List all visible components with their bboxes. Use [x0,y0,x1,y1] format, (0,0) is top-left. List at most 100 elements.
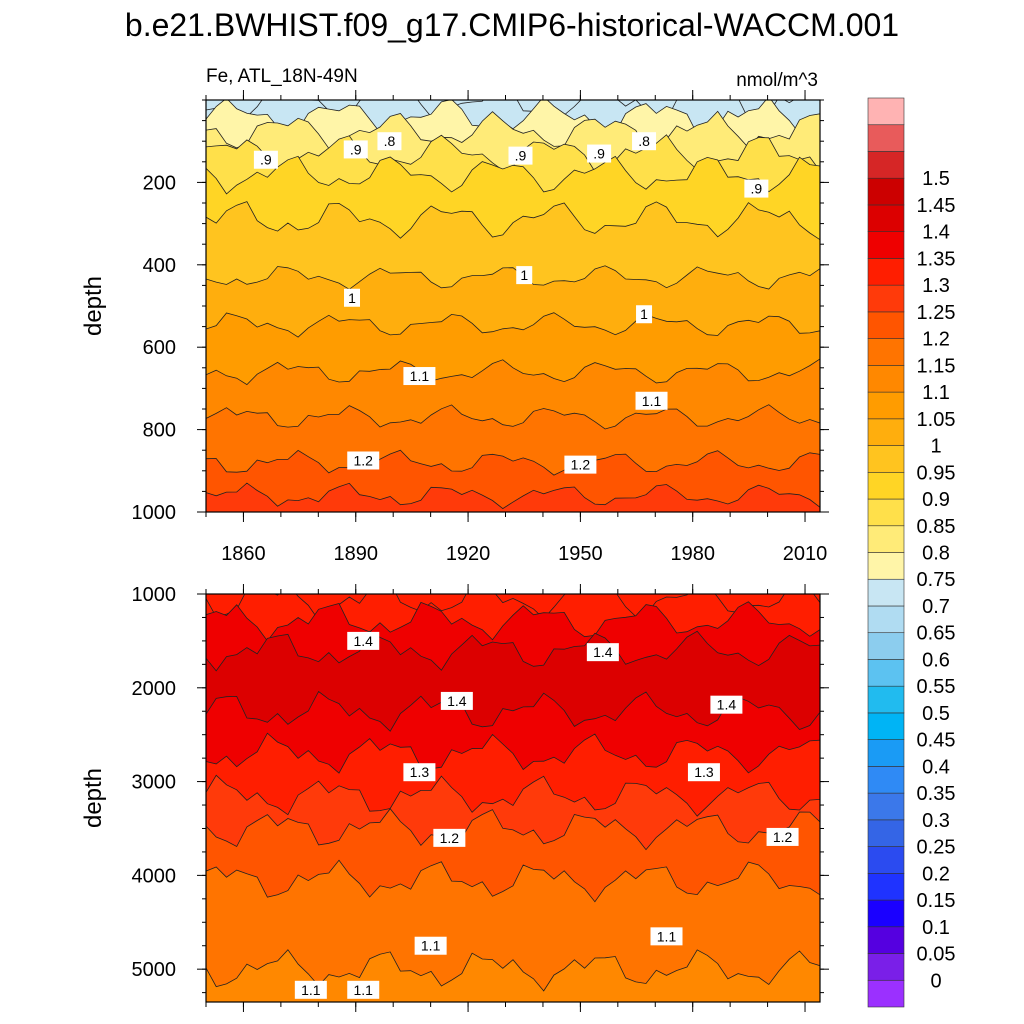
contour-label: 1.2 [433,828,466,847]
svg-text:1.4: 1.4 [354,633,374,649]
colorbar-swatch [867,365,905,393]
y-tick-label: 1000 [132,584,177,606]
svg-text:1.1: 1.1 [421,938,441,954]
svg-text:1.4: 1.4 [593,644,613,660]
colorbar-swatch [867,231,905,259]
colorbar-swatch [867,471,905,500]
colorbar-tick-label: 1.3 [922,275,950,297]
contour-line [206,690,820,732]
colorbar-tick-label: 0.05 [917,944,956,966]
x-tick-label: 1890 [334,543,379,565]
contour-label: .8 [377,132,402,151]
contour-line [206,201,820,241]
contour-label: 1.2 [347,451,380,470]
colorbar-tick-label: 1.4 [922,222,950,244]
svg-text:1.1: 1.1 [410,368,430,384]
colorbar-tick-label: 0.25 [917,837,956,859]
svg-text:1.1: 1.1 [301,982,321,998]
svg-text:1.1: 1.1 [657,928,677,944]
colorbar-tick-label: 0.6 [922,649,950,671]
colorbar-swatch [867,792,905,821]
contour-line [206,482,820,510]
colorbar-tick-label: 0.4 [922,756,950,778]
contour-label: 1.1 [294,980,327,999]
colorbar-tick-label: 1.5 [922,168,950,190]
contour-label: 1.1 [635,391,668,410]
contour-label: 1.3 [403,763,436,782]
svg-text:1.1: 1.1 [354,982,374,998]
colorbar-tick-label: 0.15 [917,890,956,912]
x-tick-label: 1980 [670,543,715,565]
colorbar-swatch [867,659,905,687]
svg-text:1.4: 1.4 [447,693,467,709]
svg-text:.8: .8 [638,133,650,149]
contour-label: 1 [516,266,533,285]
colorbar-tick-label: 0.9 [922,489,950,511]
contour-label: 1.1 [650,927,683,946]
colorbar-swatch [867,739,905,767]
svg-text:.9: .9 [260,152,272,168]
colorbar-tick-label: 0.2 [922,863,950,885]
y-tick-label: 600 [143,337,176,359]
y-axis-label: depth [80,276,107,336]
colorbar-swatch [867,284,905,313]
contour-line [206,949,820,992]
colorbar-swatch [867,204,905,232]
colorbar-swatch [867,151,905,179]
contour-line [206,859,820,903]
colorbar-swatch [867,445,905,473]
colorbar-tick-label: 1.1 [922,382,950,404]
chart-title: b.e21.BWHIST.f09_g17.CMIP6-historical-WA… [125,7,899,43]
contour-line [206,630,820,672]
contour-label: 1.4 [440,691,473,710]
contour-label: 1 [636,305,653,324]
contour-label: .9 [587,144,612,163]
colorbar-tick-label: 1 [930,436,941,458]
svg-text:1.2: 1.2 [773,829,793,845]
colorbar-swatch [867,525,905,553]
svg-text:1.2: 1.2 [440,830,460,846]
x-tick-label: 1860 [221,543,266,565]
colorbar-tick-label: 1.15 [917,355,956,377]
lower-depth-panel: 1.4 1.4 1.4 1.4 1.3 1.3 1.2 1.2 1.1 1.1 1.1 1.1 1000… [80,584,829,1012]
colorbar-tick-label: 1.35 [917,248,956,270]
colorbar-swatch [867,605,905,634]
contour-line [206,601,820,642]
contour-label: 1.1 [414,936,447,955]
svg-text:1.1: 1.1 [642,393,662,409]
colorbar-swatch [867,177,905,206]
y-tick-label: 3000 [132,772,177,794]
colorbar-swatch [867,391,905,420]
contour-label: 1.2 [766,827,799,846]
colorbar-swatch [867,873,905,901]
y-tick-label: 5000 [132,959,177,981]
svg-text:.9: .9 [515,148,527,164]
contour-line [206,774,820,817]
variable-label: Fe, ATL_18N-49N [206,66,358,87]
colorbar-swatch [867,578,905,607]
shared-year-axis: 1860 1890 1920 1950 1980 2010 [221,543,827,565]
contour-line [206,404,820,430]
contour-label: .9 [253,150,278,169]
contour-label: 1.3 [687,763,720,782]
colorbar-tick-label: 0.85 [917,516,956,538]
contour-line [206,155,820,195]
contour-label: 1 [344,288,361,307]
colorbar-swatch [867,418,905,446]
contour-line [206,449,820,476]
x-tick-label: 2010 [783,543,828,565]
svg-text:.8: .8 [384,133,396,149]
contour-line [206,808,820,851]
colorbar-swatch [867,552,905,580]
y-tick-label: 400 [143,255,176,277]
contour-line [206,594,820,621]
colorbar-tick-label: 0.8 [922,543,950,565]
colorbar-swatch [867,819,905,847]
units-label: nmol/m^3 [736,70,818,91]
contour-label: 1.4 [586,643,619,662]
colorbar-swatch [867,311,905,339]
svg-text:.9: .9 [751,181,763,197]
colorbar-tick-label: 0.1 [922,917,950,939]
colorbar-swatch [867,926,905,954]
